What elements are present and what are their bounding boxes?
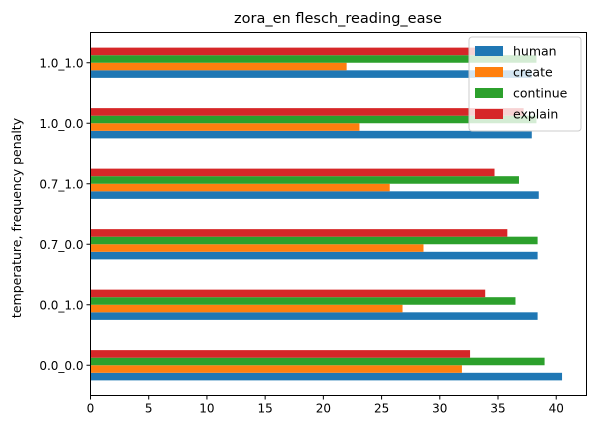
ticks-layer: 0 5 10 15 20 25 30 35 40 0.0_0.0 0.0_1.0 0.7_0.0 0.7… (39, 56, 564, 415)
bar-create-0.7_0.0 (90, 244, 424, 252)
legend-label-human: human (513, 44, 557, 59)
bar-explain-1.0_0.0 (90, 108, 524, 116)
x-tick-label: 15 (258, 402, 273, 416)
bar-create-0.0_1.0 (90, 304, 403, 313)
bar-explain-0.0_1.0 (90, 289, 486, 298)
y-tick-label: 0.7_0.0 (39, 238, 83, 252)
x-tick-label: 40 (549, 402, 564, 416)
bar-continue-1.0_1.0 (90, 55, 537, 63)
bar-human-1.0_1.0 (90, 70, 532, 78)
x-tick-label: 35 (490, 402, 505, 416)
y-tick-label: 0.7_1.0 (39, 177, 83, 191)
y-tick-label: 0.0_0.0 (39, 359, 83, 373)
bar-create-1.0_0.0 (90, 123, 360, 131)
bar-continue-0.0_1.0 (90, 297, 516, 305)
y-tick-label: 1.0_1.0 (39, 56, 83, 70)
bar-continue-0.7_1.0 (90, 176, 519, 184)
legend-label-continue: continue (513, 86, 568, 101)
legend-swatch-human (475, 46, 503, 56)
plot-frame (90, 32, 587, 396)
bar-explain-1.0_1.0 (90, 47, 478, 56)
bar-continue-1.0_0.0 (90, 115, 537, 124)
bar-human-0.0_0.0 (90, 372, 563, 381)
bar-create-1.0_1.0 (90, 62, 347, 71)
x-tick-label: 10 (199, 402, 214, 416)
bar-explain-0.7_1.0 (90, 168, 495, 177)
bar-continue-0.0_0.0 (90, 357, 545, 366)
bar-explain-0.0_0.0 (90, 350, 471, 358)
bar-human-0.7_1.0 (90, 191, 539, 199)
x-tick-label: 25 (374, 402, 389, 416)
y-tick-label: 0.0_1.0 (39, 298, 83, 312)
y-tick-label: 1.0_0.0 (39, 117, 83, 131)
legend-swatch-create (475, 67, 503, 77)
chart-title: zora_en flesch_reading_ease (234, 11, 442, 27)
x-tick-label: 0 (87, 402, 95, 416)
bar-continue-0.7_0.0 (90, 236, 538, 245)
bar-human-0.7_0.0 (90, 251, 538, 260)
bar-human-0.0_1.0 (90, 312, 538, 320)
x-tick-label: 30 (432, 402, 447, 416)
legend-label-explain: explain (513, 107, 558, 122)
bar-create-0.7_1.0 (90, 183, 390, 192)
bars-layer (90, 47, 563, 381)
bar-human-1.0_0.0 (90, 130, 532, 139)
legend-swatch-explain (475, 109, 503, 119)
legend-box (468, 36, 582, 132)
legend-label-create: create (513, 65, 553, 80)
bar-create-0.0_0.0 (90, 365, 462, 373)
y-axis-label: temperature, frequency penalty (9, 117, 24, 318)
bar-explain-0.7_0.0 (90, 229, 508, 237)
x-tick-label: 5 (145, 402, 153, 416)
x-tick-label: 20 (316, 402, 331, 416)
legend-swatch-continue (475, 88, 503, 98)
legend: human create continue explain (468, 36, 582, 132)
